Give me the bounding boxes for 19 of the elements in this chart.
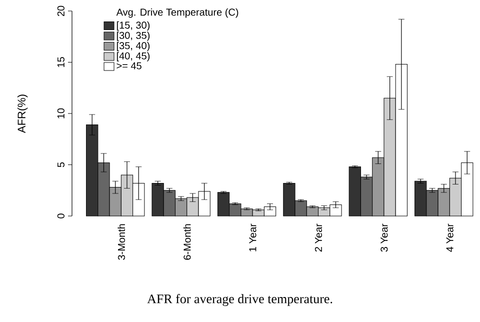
legend-label: [35, 40) — [116, 42, 150, 52]
y-tick-label: 0 — [57, 214, 64, 218]
text: AFR for average drive temperature. — [147, 294, 332, 306]
y-tick-label: 5 — [57, 162, 64, 168]
x-tick-label: 6-Month — [183, 224, 191, 260]
y-tick-label: 10 — [57, 108, 64, 118]
legend-label: [15, 30) — [116, 21, 150, 31]
legend-title: Avg. Drive Temperature (C) — [116, 8, 238, 18]
y-tick-label: 20 — [57, 6, 64, 16]
legend-label: [30, 35) — [116, 32, 150, 41]
x-tick-label: 3-Month — [118, 224, 126, 260]
legend-label: [40, 45) — [116, 52, 150, 62]
x-tick-label: 3 Year — [380, 224, 388, 252]
x-tick-label: 2 Year — [314, 224, 322, 252]
x-tick-label: 4 Year — [446, 224, 454, 252]
x-tick-label: 1 Year — [249, 224, 256, 252]
legend-label: >= 45 — [116, 62, 142, 70]
y-axis-title: AFR(%) — [17, 94, 28, 134]
y-tick-label: 15 — [57, 57, 64, 68]
